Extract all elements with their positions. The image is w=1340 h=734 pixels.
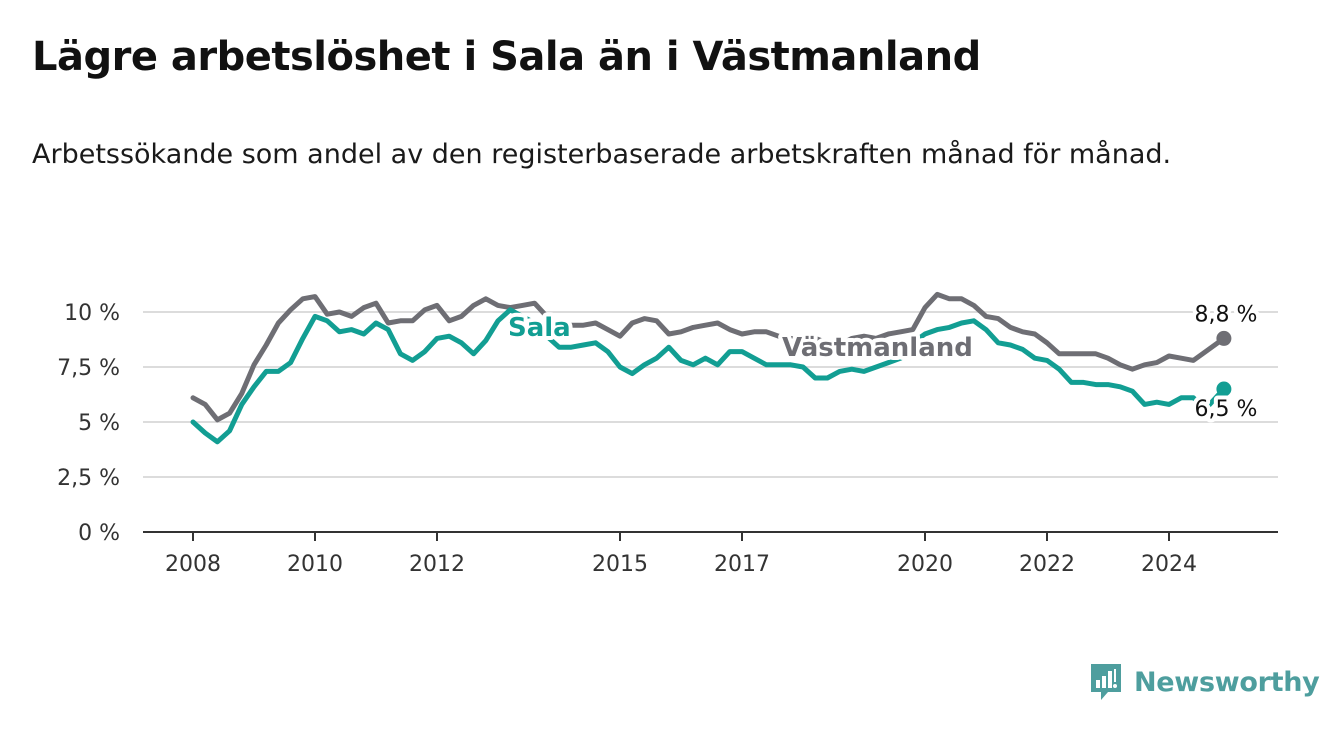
chart-title: Lägre arbetslöshet i Sala än i Västmanla…: [32, 34, 981, 80]
sala-end-label: 6,5 %: [1195, 397, 1258, 422]
x-tick-label: 2024: [1141, 552, 1197, 577]
vastmanland-line: [190, 291, 1227, 423]
vastmanland-series-label: Västmanland: [782, 333, 973, 363]
line-chart: 0 % 2,5 % 5 % 7,5 % 10 % 2008 2010 2012 2015 2017…: [57, 291, 1278, 577]
x-tick-label: 2012: [409, 552, 465, 577]
x-tick-label: 2010: [287, 552, 343, 577]
brand-name: Newsworthy: [1134, 666, 1320, 698]
vastmanland-end-label-halo: 8,8 %: [1195, 302, 1258, 327]
sala-series-label: Sala: [508, 313, 571, 343]
sala-end-point: [1216, 381, 1232, 397]
x-tick-label: 2020: [897, 552, 953, 577]
x-tick-label: 2017: [714, 552, 770, 577]
vastmanland-end-label: 8,8 %: [1195, 302, 1258, 327]
bar-chart-bubble-icon: [1091, 664, 1121, 700]
series-lines: [190, 291, 1232, 445]
sala-series-label-halo: Sala: [508, 313, 571, 343]
x-tick-label: 2022: [1019, 552, 1075, 577]
y-tick-label: 10 %: [64, 301, 120, 326]
vastmanland-series-label-halo: Västmanland: [782, 333, 973, 363]
y-tick-label: 5 %: [78, 411, 120, 436]
brand-logo: Newsworthy: [1088, 660, 1320, 704]
chart-subtitle: Arbetssökande som andel av den registerb…: [32, 139, 1172, 170]
gridlines: [143, 311, 1278, 478]
y-tick-label: 0 %: [78, 521, 120, 546]
vastmanland-end-point: [1216, 330, 1232, 346]
sala-line: [190, 307, 1227, 445]
x-tick-label: 2015: [592, 552, 648, 577]
y-tick-label: 2,5 %: [57, 466, 120, 491]
sala-end-label-halo: 6,5 %: [1195, 397, 1258, 422]
axes: 0 % 2,5 % 5 % 7,5 % 10 % 2008 2010 2012 2015 2017…: [57, 301, 1278, 577]
x-tick-label: 2008: [165, 552, 221, 577]
y-tick-label: 7,5 %: [57, 356, 120, 381]
